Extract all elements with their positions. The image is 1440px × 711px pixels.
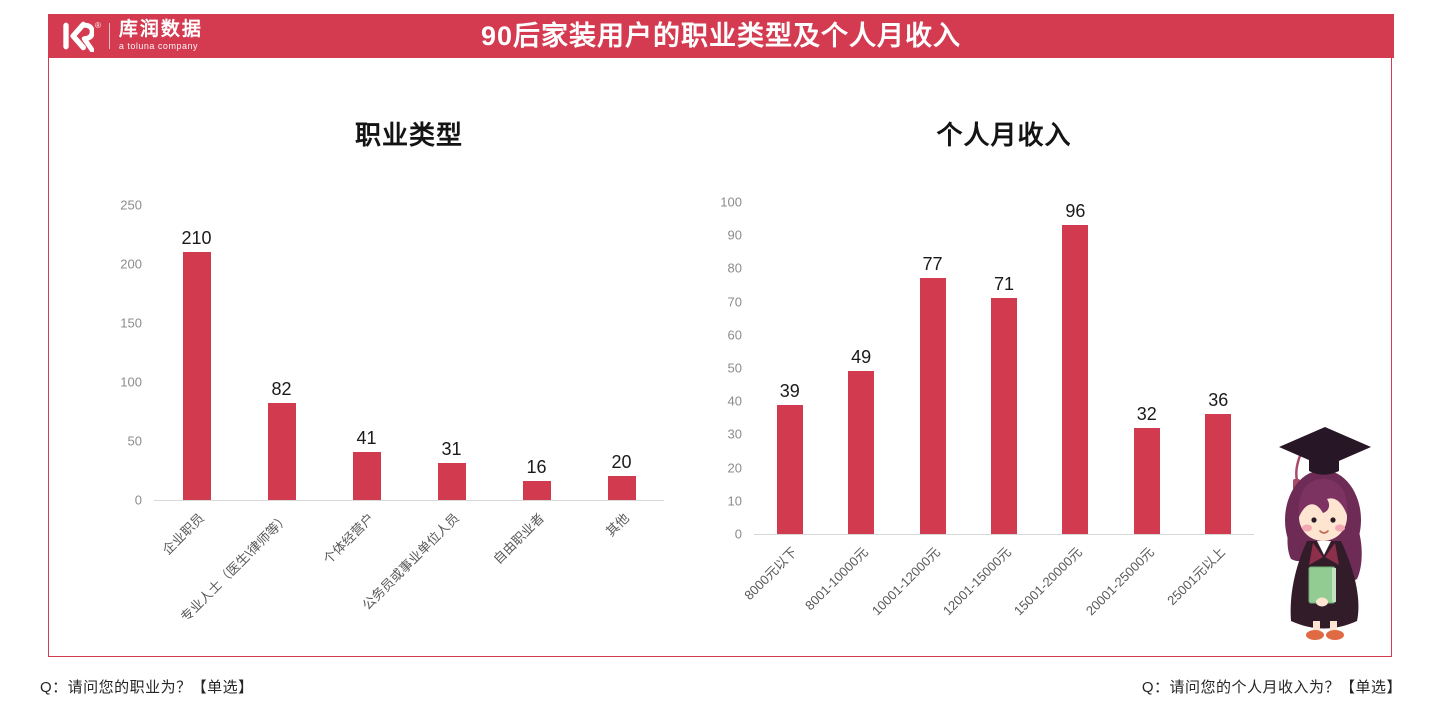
y-axis-tick: 70 <box>727 294 742 310</box>
bar <box>1062 225 1089 534</box>
bar <box>352 451 381 500</box>
bar-slot: 16 <box>494 205 579 500</box>
x-axis-label: 其他 <box>602 510 632 540</box>
x-axis-label: 自由职业者 <box>489 510 547 567</box>
y-axis-tick: 40 <box>727 393 742 409</box>
bar-value-label: 71 <box>993 274 1014 295</box>
brand-name: 库润数据 <box>118 19 203 41</box>
x-axis-label: 8001-10000元 <box>802 544 872 614</box>
graduate-girl-illustration <box>1279 427 1371 640</box>
x-axis-labels-income: 8000元以下 8001-10000元 10001-12000元 12001-1500… <box>741 535 1254 685</box>
y-axis-tick: 90 <box>727 227 742 243</box>
bar-value-label: 36 <box>1208 390 1229 411</box>
footnote-question-income: Q：请问您的个人月收入为？【单选】 <box>1141 679 1402 696</box>
bar <box>776 404 803 534</box>
brand-text: 库润数据 a toluna company <box>119 20 203 51</box>
x-axis-label: 20001-25000元 <box>1082 544 1157 619</box>
bar <box>267 403 296 500</box>
bar <box>437 463 466 500</box>
bar <box>990 298 1017 534</box>
eye <box>1311 517 1317 523</box>
x-axis-label: 25001元以上 <box>1164 544 1229 609</box>
bar-slot: 31 <box>409 205 494 500</box>
y-axis-tick: 50 <box>127 433 142 449</box>
bar-value-label: 49 <box>851 347 872 368</box>
plot-area-occupation: 0 50 100 150 200 250 210 82 41 31 16 20 <box>120 199 664 507</box>
x-axis-label: 12001-15000元 <box>939 544 1014 619</box>
brand-logo: ® 库润数据 a toluna company <box>62 14 203 58</box>
y-axis-tick: 150 <box>120 315 142 331</box>
x-axis-label: 15001-20000元 <box>1011 544 1086 619</box>
bar-value-label: 39 <box>779 380 800 401</box>
x-axis-label: 个体经营户 <box>319 510 377 567</box>
bar-value-label: 210 <box>181 228 212 249</box>
eye <box>1330 517 1336 523</box>
shoe <box>1306 630 1324 640</box>
brand-logo-icon <box>63 21 94 52</box>
x-axis-labels-occupation: 企业职员 专业人士（医生\律师等） 个体经营户 公务员或事业单位人员 自由职业者 其他 <box>154 501 664 651</box>
bar <box>182 252 211 500</box>
bar-slot: 20 <box>579 205 664 500</box>
bar <box>1205 414 1232 534</box>
graduation-cap <box>1279 427 1371 467</box>
bar-value-label: 31 <box>441 439 462 460</box>
plot-area-income: 0 10 20 30 40 50 60 70 80 90 100 39 49 77 71 96 32 36 <box>720 196 1254 541</box>
chart-title-income: 个人月收入 <box>936 120 1072 150</box>
header-band: ® 库润数据 a toluna company 90后家装用户的职业类型及个人月… <box>48 14 1394 58</box>
bar <box>919 278 946 534</box>
bar-slot: 96 <box>1040 202 1111 534</box>
footnote-question-occupation: Q：请问您的职业为？【单选】 <box>40 679 254 696</box>
bar <box>1133 427 1160 534</box>
y-axis-tick: 100 <box>120 374 142 390</box>
hands <box>1316 597 1328 607</box>
registered-mark: ® <box>95 21 101 30</box>
y-axis-tick: 0 <box>734 526 742 542</box>
bar-slot: 41 <box>324 205 409 500</box>
bar-value-label: 96 <box>1065 201 1086 221</box>
bar-value-label: 77 <box>922 254 943 275</box>
y-axis-tick: 50 <box>727 360 742 376</box>
y-axis-tick: 100 <box>720 194 742 210</box>
bar-slot: 210 <box>154 205 239 500</box>
bar-value-label: 41 <box>356 427 377 448</box>
page-title: 90后家装用户的职业类型及个人月收入 <box>480 21 962 51</box>
bar-slot: 39 <box>754 202 825 534</box>
bar-value-label: 20 <box>611 452 632 473</box>
monthly-income-chart: 个人月收入 0 10 20 30 40 50 60 70 80 90 100 39 49 77 71 96 32… <box>720 119 1254 685</box>
bar <box>522 481 551 500</box>
bar-value-label: 32 <box>1136 403 1157 424</box>
bar-value-label: 16 <box>526 457 547 478</box>
y-axis-tick: 20 <box>727 460 742 476</box>
collar <box>1317 541 1331 555</box>
logo-divider <box>108 23 110 49</box>
occupation-type-chart: 职业类型 0 50 100 150 200 250 210 82 41 31 16 20 企业职员 专业… <box>120 119 664 651</box>
bar-slot: 36 <box>1183 202 1254 534</box>
bar-slot: 32 <box>1111 202 1182 534</box>
y-axis-tick: 10 <box>727 493 742 509</box>
y-axis-tick: 30 <box>727 426 742 442</box>
bar <box>848 371 875 534</box>
bar-slot: 71 <box>968 202 1039 534</box>
bar-slot: 82 <box>239 205 324 500</box>
bar-slot: 49 <box>825 202 896 534</box>
x-axis-label: 8000元以下 <box>740 544 800 603</box>
y-axis-tick: 0 <box>134 492 142 508</box>
chart-title-occupation: 职业类型 <box>354 120 463 150</box>
shoe <box>1326 630 1344 640</box>
bar-value-label: 82 <box>271 379 292 400</box>
bar-slot: 77 <box>897 202 968 534</box>
y-axis-tick: 60 <box>727 327 742 343</box>
x-axis-label: 企业职员 <box>159 510 207 558</box>
x-axis-label: 10001-12000元 <box>868 544 943 619</box>
y-axis-tick: 250 <box>120 197 142 213</box>
bar <box>607 476 636 500</box>
brand-tagline: a toluna company <box>118 41 198 52</box>
y-axis-tick: 80 <box>727 260 742 276</box>
x-axis-label: 公务员或事业单位人员 <box>358 510 462 613</box>
y-axis-tick: 200 <box>120 256 142 272</box>
content-frame: ® 库润数据 a toluna company 90后家装用户的职业类型及个人月… <box>48 14 1394 657</box>
